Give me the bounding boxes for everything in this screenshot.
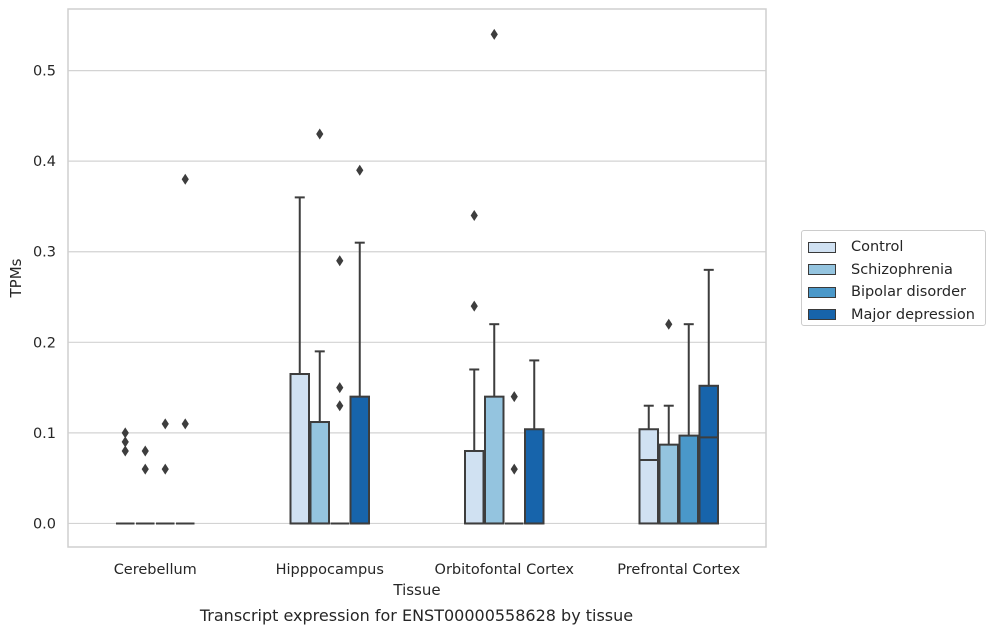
legend: Control Schizophrenia Bipolar disorder M… bbox=[801, 230, 986, 326]
outlier-point bbox=[470, 300, 478, 312]
outlier-point bbox=[141, 445, 149, 457]
legend-item-bipolar-disorder: Bipolar disorder bbox=[808, 281, 985, 304]
outlier-point bbox=[181, 173, 189, 185]
box-major-depression bbox=[349, 164, 370, 525]
legend-swatch bbox=[808, 309, 836, 321]
legend-item-schizophrenia: Schizophrenia bbox=[808, 259, 985, 282]
box-body bbox=[658, 443, 679, 525]
boxes bbox=[116, 28, 719, 525]
outlier-point bbox=[356, 164, 364, 176]
outlier-point bbox=[336, 255, 344, 267]
outlier-point bbox=[336, 382, 344, 394]
legend-swatch bbox=[808, 241, 836, 253]
box-body bbox=[464, 449, 485, 525]
outlier-point bbox=[121, 445, 129, 457]
box-control bbox=[464, 210, 485, 525]
box-body bbox=[638, 428, 659, 525]
y-tick-label: 0.2 bbox=[33, 335, 56, 351]
outlier-point bbox=[141, 463, 149, 475]
figure-caption: Transcript expression for ENST0000055862… bbox=[199, 606, 634, 625]
x-axis-label: Tissue bbox=[392, 581, 440, 599]
box-major-depression bbox=[698, 268, 719, 525]
outlier-point bbox=[510, 391, 518, 403]
plot-frame bbox=[67, 8, 767, 548]
legend-label: Major depression bbox=[851, 306, 975, 323]
box-body bbox=[309, 421, 330, 525]
box-schizophrenia bbox=[309, 128, 330, 525]
outlier-point bbox=[121, 427, 129, 439]
x-tick-label: Hipppocampus bbox=[276, 562, 384, 578]
outlier-point bbox=[470, 210, 478, 222]
box-schizophrenia bbox=[136, 445, 155, 525]
x-tick-label: Prefrontal Cortex bbox=[617, 562, 740, 578]
y-tick-label: 0.1 bbox=[33, 426, 56, 442]
y-tick-label: 0.0 bbox=[33, 516, 56, 532]
legend-item-control: Control bbox=[808, 236, 985, 259]
box-body bbox=[289, 373, 310, 525]
box-bipolar-disorder bbox=[330, 255, 349, 525]
box-schizophrenia bbox=[484, 28, 505, 525]
box-major-depression bbox=[176, 173, 195, 525]
outlier-point bbox=[665, 318, 673, 330]
box-bipolar-disorder bbox=[156, 418, 175, 525]
y-axis-label: TPMs bbox=[7, 258, 25, 298]
outlier-point bbox=[121, 436, 129, 448]
box-control bbox=[289, 196, 310, 525]
legend-label: Control bbox=[851, 239, 904, 256]
outlier-point bbox=[490, 28, 498, 40]
box-body bbox=[484, 395, 505, 525]
box-control bbox=[638, 404, 659, 525]
x-tick-label: Cerebellum bbox=[114, 562, 197, 578]
box-body bbox=[698, 384, 719, 525]
box-body bbox=[678, 434, 699, 525]
outlier-point bbox=[336, 400, 344, 412]
box-control bbox=[116, 427, 135, 525]
outlier-point bbox=[161, 418, 169, 430]
outlier-point bbox=[181, 418, 189, 430]
outlier-point bbox=[316, 128, 324, 140]
box-bipolar-disorder bbox=[505, 391, 524, 525]
outlier-point bbox=[510, 463, 518, 475]
legend-label: Bipolar disorder bbox=[851, 284, 966, 301]
box-major-depression bbox=[524, 359, 545, 525]
box-bipolar-disorder bbox=[678, 323, 699, 525]
y-tick-label: 0.4 bbox=[33, 154, 56, 170]
legend-swatch bbox=[808, 264, 836, 276]
box-schizophrenia bbox=[658, 318, 679, 525]
outlier-point bbox=[161, 463, 169, 475]
y-tick-label: 0.3 bbox=[33, 245, 56, 261]
legend-label: Schizophrenia bbox=[851, 261, 953, 278]
legend-swatch bbox=[808, 286, 836, 298]
x-tick-label: Orbitofontal Cortex bbox=[435, 562, 575, 578]
box-body bbox=[524, 428, 545, 525]
legend-item-major-depression: Major depression bbox=[808, 304, 985, 327]
box-body bbox=[349, 395, 370, 525]
axes: 0.0 0.1 0.2 0.3 0.4 0.5 Cerebellum Hipppocampus… bbox=[33, 8, 767, 578]
y-tick-label: 0.5 bbox=[33, 64, 56, 80]
